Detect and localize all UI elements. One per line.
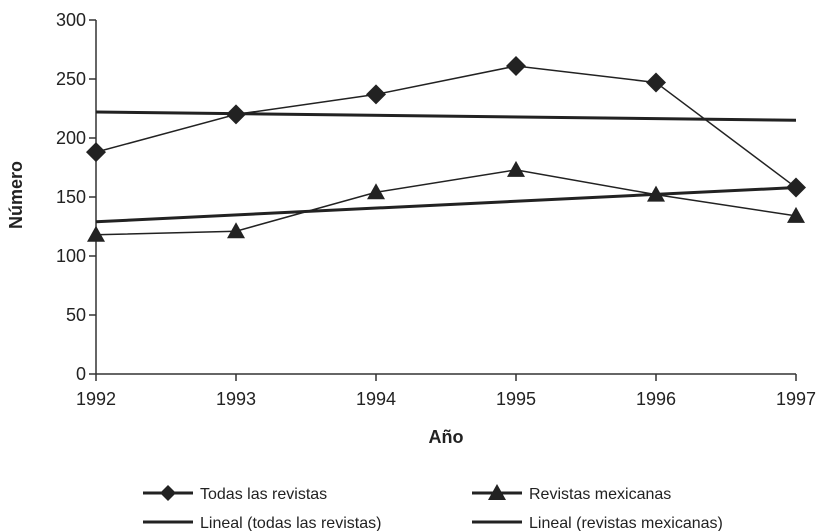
legend-item-series-1: Todas las revistas (143, 485, 327, 503)
series-markers (86, 56, 806, 242)
diamond-data-point (366, 84, 386, 105)
triangle-data-point (647, 185, 665, 202)
diamond-data-point (86, 142, 106, 163)
legend-item-trend-2: Lineal (revistas mexicanas) (472, 515, 723, 531)
x-tick-label: 1996 (636, 389, 676, 409)
legend-label-series-2: Revistas mexicanas (529, 486, 671, 503)
legend-item-trend-1: Lineal (todas las revistas) (143, 515, 381, 531)
series-line-1 (95, 65, 797, 189)
y-tick-label: 250 (56, 69, 86, 89)
y-tick-label: 150 (56, 187, 86, 207)
legend-item-series-2: Revistas mexicanas (472, 484, 671, 503)
trendline-2 (95, 186, 797, 224)
series-line-2 (95, 169, 797, 236)
x-axis-title: Año (429, 427, 464, 447)
legend-label-series-1: Todas las revistas (200, 486, 327, 503)
y-tick-label: 50 (66, 305, 86, 325)
y-tick-label: 0 (76, 364, 86, 384)
legend-label-trend-2: Lineal (revistas mexicanas) (529, 515, 723, 531)
x-axis-ticks: 1992 1993 1994 1995 1996 1997 (76, 374, 816, 409)
y-tick-label: 200 (56, 128, 86, 148)
triangle-data-point (507, 160, 525, 177)
triangle-data-point (367, 183, 385, 200)
legend: Todas las revistas Revistas mexicanas Li… (143, 484, 723, 531)
x-tick-label: 1994 (356, 389, 396, 409)
triangle-data-point (787, 206, 805, 223)
y-axis-ticks: 0 50 100 150 200 250 300 (56, 10, 96, 384)
trendline-1 (95, 110, 797, 122)
y-tick-label: 100 (56, 246, 86, 266)
diamond-data-point (506, 56, 526, 77)
x-tick-label: 1992 (76, 389, 116, 409)
diamond-data-point (646, 72, 666, 93)
legend-label-trend-1: Lineal (todas las revistas) (200, 515, 381, 531)
triangle-data-point (227, 222, 245, 239)
diamond-data-point (786, 177, 806, 198)
triangle-marker-icon (488, 484, 506, 500)
y-axis-title: Número (6, 161, 26, 229)
diamond-data-point (226, 104, 246, 125)
y-tick-label: 300 (56, 10, 86, 30)
trendlines (95, 110, 797, 224)
triangle-data-point (87, 225, 105, 242)
diamond-marker-icon (160, 485, 176, 501)
series-lines (95, 65, 797, 236)
x-tick-label: 1993 (216, 389, 256, 409)
x-tick-label: 1995 (496, 389, 536, 409)
x-tick-label: 1997 (776, 389, 816, 409)
